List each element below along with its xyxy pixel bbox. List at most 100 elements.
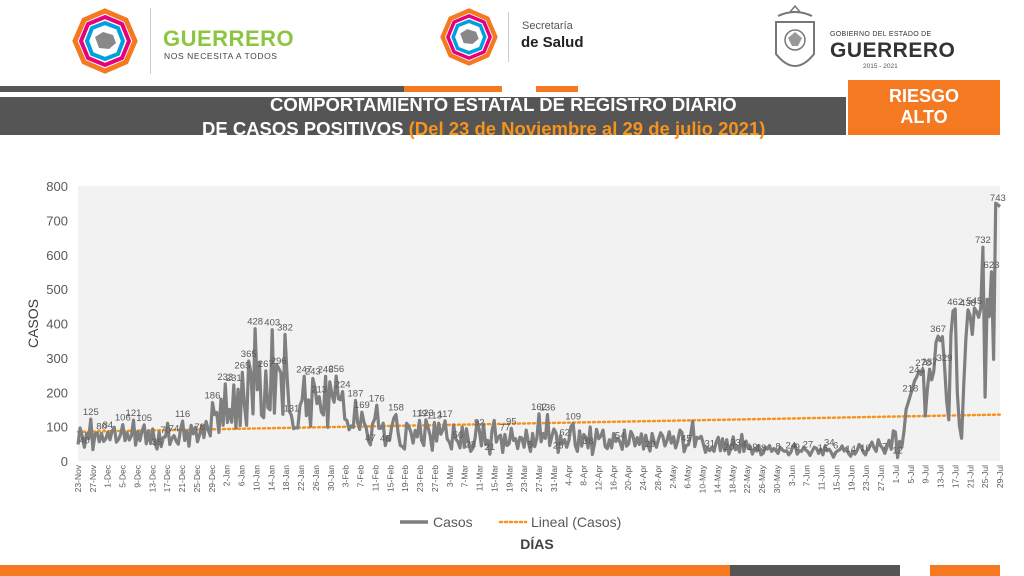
x-tick-label: 21-Dec <box>177 464 187 492</box>
guerrero-logo-tagline: NOS NECESITA A TODOS <box>164 51 278 61</box>
cases-line-chart: 0 100 200 300 400 500 600 700 800 CASOS 23-Nov 27-N… <box>25 179 1006 552</box>
x-tick-label: 15-Feb <box>385 465 395 492</box>
data-label: 24 <box>786 440 797 451</box>
x-tick-label: 7-Feb <box>356 465 366 487</box>
data-label: 233 <box>217 372 233 383</box>
data-label: 21 <box>485 442 496 453</box>
x-tick-label: 6-Jan <box>237 465 247 487</box>
data-label: 244 <box>909 365 925 376</box>
x-tick-label: 7-Mar <box>460 465 470 487</box>
gobierno-line1: GOBIERNO DEL ESTADO DE <box>830 31 932 38</box>
x-tick-label: 25-Jul <box>980 465 990 488</box>
data-label: 176 <box>369 393 385 404</box>
x-tick-label: 13-Dec <box>147 464 157 492</box>
x-tick-label: 6-May <box>683 464 693 488</box>
guerrero-logo-title: GUERRERO <box>163 26 295 51</box>
data-label: 158 <box>388 403 404 414</box>
data-label: 38 <box>583 436 594 447</box>
x-tick-label: 2-May <box>668 464 678 488</box>
x-tick-label: 19-Mar <box>504 465 514 492</box>
x-tick-label: 12-Apr <box>593 465 603 491</box>
x-tick-label: 29-Jul <box>995 465 1005 488</box>
data-label: 367 <box>930 324 946 335</box>
y-tick-label: 0 <box>61 454 68 469</box>
x-tick-label: 30-Jan <box>326 465 336 491</box>
data-label: 35 <box>152 437 163 448</box>
data-label: 113 <box>427 411 442 422</box>
x-tick-label: 21-Jul <box>965 465 975 488</box>
data-label: 462 <box>947 297 963 308</box>
data-label: 186 <box>205 391 221 402</box>
bottom-gray-bar <box>730 565 900 576</box>
x-tick-label: 5-Dec <box>118 464 128 487</box>
x-tick-label: 3-Jun <box>787 465 797 487</box>
salud-divider <box>508 12 509 62</box>
data-label: 169 <box>354 400 370 411</box>
x-tick-label: 2-Jan <box>222 465 232 487</box>
title-band <box>0 97 846 135</box>
x-tick-label: 31-Mar <box>549 465 559 492</box>
data-label: 16 <box>818 443 829 454</box>
data-label: 732 <box>975 235 991 246</box>
data-label: 45 <box>681 434 692 445</box>
data-label: 62 <box>559 428 570 439</box>
logo-divider <box>150 8 151 74</box>
x-tick-label: 23-Nov <box>73 464 83 492</box>
x-tick-label: 3-Feb <box>341 465 351 487</box>
bottom-orange-bar <box>0 565 730 576</box>
data-label: 25 <box>553 440 564 451</box>
y-tick-label: 800 <box>46 179 68 194</box>
y-tick-label: 300 <box>46 351 68 366</box>
data-label: 247 <box>296 364 312 375</box>
data-label: 218 <box>902 383 918 394</box>
data-label: 34 <box>824 437 835 448</box>
x-tick-label: 27-Feb <box>430 465 440 492</box>
x-tick-label: 24-Apr <box>638 465 648 491</box>
data-label: 33 <box>730 438 741 449</box>
data-label: 162 <box>531 402 547 413</box>
data-label: 403 <box>264 318 280 329</box>
data-label: 267 <box>258 359 274 370</box>
data-label: 12 <box>892 446 903 457</box>
x-tick-label: 19-Jun <box>846 465 856 491</box>
data-label: 10 <box>860 443 871 454</box>
guerrero-logo: GUERRERO NOS NECESITA A TODOS <box>72 8 294 74</box>
data-label: 14 <box>845 444 856 455</box>
data-label: 84 <box>103 420 114 431</box>
data-label: 20 <box>724 442 735 453</box>
x-tick-label: 11-Jun <box>817 465 827 491</box>
x-tick-label: 27-Nov <box>88 464 98 492</box>
chart-title-line2-text: DE CASOS POSITIVOS <box>202 118 404 139</box>
data-label: 125 <box>83 407 99 418</box>
salud-emblem-icon <box>440 8 498 66</box>
x-tick-label: 3-Mar <box>445 465 455 487</box>
x-tick-label: 1-Dec <box>103 464 113 487</box>
x-tick-label: 23-Jun <box>861 465 871 491</box>
data-label: 243 <box>305 367 321 378</box>
data-label: 92 <box>474 417 485 428</box>
data-label: 54 <box>615 430 626 441</box>
legend-trend-label: Lineal (Casos) <box>531 514 621 530</box>
data-label: 187 <box>348 389 364 400</box>
data-label: 80 <box>96 422 107 433</box>
data-label: 70 <box>160 425 171 436</box>
data-label: 365 <box>241 349 257 360</box>
x-tick-label: 17-Jul <box>950 465 960 488</box>
data-label: 213 <box>311 385 327 396</box>
x-tick-label: 13-Jul <box>936 465 946 488</box>
y-tick-label: 500 <box>46 282 68 297</box>
chart-title-line2: DE CASOS POSITIVOS (Del 23 de Noviembre … <box>202 118 765 140</box>
x-tick-label: 18-Jan <box>281 465 291 491</box>
x-tick-label: 9-Dec <box>132 464 142 487</box>
x-tick-label: 18-May <box>727 464 737 493</box>
data-label: 9 <box>795 442 800 453</box>
x-axis-title: DÍAS <box>520 536 553 552</box>
data-label: 31 <box>704 439 715 450</box>
salud-line1: Secretaría <box>522 20 573 32</box>
data-label: 246 <box>318 364 334 375</box>
x-tick-label: 29-Dec <box>207 464 217 492</box>
cases-series-line <box>76 201 1002 460</box>
data-label: 119 <box>412 408 427 419</box>
data-label: 121 <box>126 408 142 419</box>
data-label: 18 <box>756 443 767 454</box>
